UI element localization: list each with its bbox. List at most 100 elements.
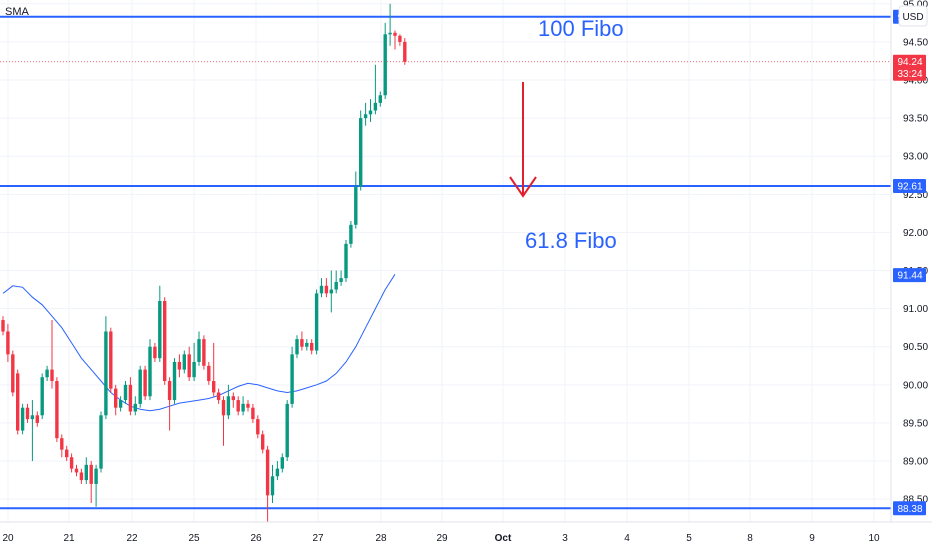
candle (212, 342, 216, 397)
candle-body (241, 403, 245, 412)
candle-body (368, 110, 373, 115)
candle-body (334, 281, 338, 290)
candle (280, 453, 284, 473)
candle-body (20, 407, 25, 431)
candle (20, 403, 25, 435)
candle (324, 278, 329, 298)
level-badge-label: 88.38 (897, 504, 922, 515)
candle (231, 392, 235, 408)
candle (202, 335, 206, 370)
time-axis[interactable]: 20 21 22 25 26 27 28 29 Oct 3 4 5 8 9 10 (2, 533, 880, 544)
candle-body (393, 32, 397, 36)
candle (172, 358, 177, 404)
candle-body (30, 415, 35, 420)
x-tick-label: 5 (686, 533, 692, 544)
candle (378, 91, 382, 107)
candle-body (60, 438, 64, 450)
candle (373, 64, 378, 115)
candle-body (275, 468, 280, 477)
candle-body (11, 354, 15, 393)
x-tick-label: 20 (2, 533, 14, 544)
candle (192, 342, 196, 382)
candle-body (79, 472, 84, 481)
candle-body (187, 354, 191, 378)
fibo-100-label[interactable]: 100 Fibo (538, 16, 624, 41)
candle (128, 377, 133, 416)
level-badge-label: 92.61 (897, 181, 922, 192)
currency-button-frame (898, 5, 928, 27)
candle (45, 365, 49, 382)
candle (35, 411, 39, 427)
candle-body (65, 449, 69, 458)
arrow-head (509, 176, 537, 198)
candle (177, 354, 182, 378)
y-tick-label: 92.00 (903, 228, 928, 239)
candle-body (226, 396, 231, 416)
currency-button[interactable]: USD (898, 5, 928, 27)
y-tick-label: 89.00 (903, 457, 928, 468)
candle-body (305, 342, 309, 347)
candle-body (182, 354, 186, 370)
x-tick-label: 9 (809, 533, 815, 544)
candle (11, 350, 15, 397)
candle (148, 339, 152, 401)
candle (403, 38, 407, 65)
x-tick-label: 3 (562, 533, 568, 544)
indicator-label[interactable]: SMA (5, 6, 30, 18)
candle-body (246, 403, 250, 408)
candle-body (329, 289, 333, 294)
candle-body (177, 361, 182, 370)
candle (290, 346, 294, 408)
candle (300, 331, 304, 351)
level-badge (893, 178, 926, 193)
price-axis[interactable]: 88.5089.0089.5090.0090.5091.0091.5092.00… (903, 0, 928, 506)
candle-body (167, 381, 172, 401)
candle (133, 396, 137, 416)
candle-body (172, 361, 177, 401)
candle-body (354, 186, 358, 225)
candle (74, 464, 79, 477)
x-tick-label: 27 (312, 533, 324, 544)
y-tick-label: 93.50 (903, 114, 928, 125)
fibo-618-label[interactable]: 61.8 Fibo (525, 228, 617, 253)
candle-body (300, 339, 304, 347)
candle (305, 339, 309, 351)
candle-body (202, 339, 206, 366)
candle-body (359, 118, 363, 187)
candle (65, 445, 69, 462)
candle-body (114, 388, 118, 408)
candle (226, 384, 231, 420)
candle-body (324, 285, 329, 294)
down-arrow-icon[interactable] (509, 82, 537, 198)
price-badge-label: 94.24 (897, 57, 922, 68)
candle (153, 342, 157, 362)
candle (265, 445, 270, 522)
candle (84, 457, 88, 484)
candle-body (153, 346, 157, 359)
candle (246, 400, 250, 412)
candle-body (256, 419, 260, 435)
candle-body (363, 114, 368, 119)
candle-body (118, 400, 123, 408)
candle-body (1, 320, 5, 332)
candle (241, 396, 245, 416)
candle-body (280, 457, 284, 469)
candle-body (383, 34, 387, 96)
candle (354, 171, 358, 229)
candle-body (109, 331, 113, 389)
candle-body (349, 224, 353, 244)
candle-body (344, 243, 348, 279)
candle-body (143, 369, 147, 397)
sma-polyline (2, 274, 396, 412)
x-tick-label: 25 (188, 533, 200, 544)
candle (310, 339, 314, 355)
y-tick-label: 88.50 (903, 495, 928, 506)
candle-body (290, 354, 294, 404)
candle (30, 400, 35, 462)
candle-body (373, 102, 378, 111)
candles (1, 3, 407, 522)
y-tick-label: 94.50 (903, 37, 928, 48)
x-tick-label: 29 (436, 533, 448, 544)
